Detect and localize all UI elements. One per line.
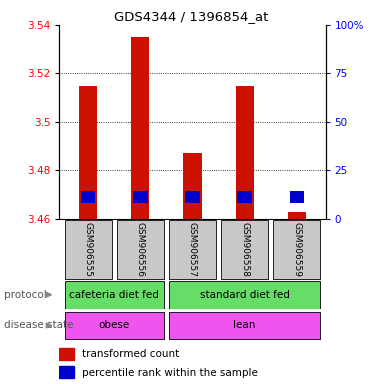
Bar: [133, 191, 147, 203]
Text: standard diet fed: standard diet fed: [200, 290, 290, 300]
Bar: [81, 191, 95, 203]
FancyBboxPatch shape: [65, 312, 164, 339]
Bar: [131, 37, 149, 219]
Text: lean: lean: [234, 320, 256, 331]
Bar: [59, 366, 74, 379]
Text: cafeteria diet fed: cafeteria diet fed: [69, 290, 159, 300]
FancyBboxPatch shape: [65, 220, 111, 279]
Bar: [185, 191, 200, 203]
Text: GSM906555: GSM906555: [83, 222, 93, 277]
Bar: [237, 191, 252, 203]
FancyBboxPatch shape: [169, 312, 320, 339]
Text: disease state: disease state: [4, 320, 73, 331]
FancyBboxPatch shape: [65, 281, 164, 309]
Bar: [288, 212, 306, 219]
Text: GSM906558: GSM906558: [240, 222, 249, 277]
Text: obese: obese: [98, 320, 130, 331]
Text: GSM906557: GSM906557: [188, 222, 197, 277]
Text: GSM906559: GSM906559: [292, 222, 301, 277]
FancyBboxPatch shape: [169, 220, 216, 279]
FancyBboxPatch shape: [273, 220, 320, 279]
Bar: [236, 86, 254, 219]
FancyBboxPatch shape: [117, 220, 164, 279]
Text: GSM906556: GSM906556: [136, 222, 145, 277]
Bar: [183, 154, 201, 219]
Text: GDS4344 / 1396854_at: GDS4344 / 1396854_at: [114, 10, 269, 23]
Bar: [290, 191, 304, 203]
Text: protocol: protocol: [4, 290, 47, 300]
Text: transformed count: transformed count: [82, 349, 179, 359]
Bar: [59, 348, 74, 360]
Text: percentile rank within the sample: percentile rank within the sample: [82, 367, 258, 377]
FancyBboxPatch shape: [169, 281, 320, 309]
FancyBboxPatch shape: [221, 220, 268, 279]
Bar: [79, 86, 97, 219]
